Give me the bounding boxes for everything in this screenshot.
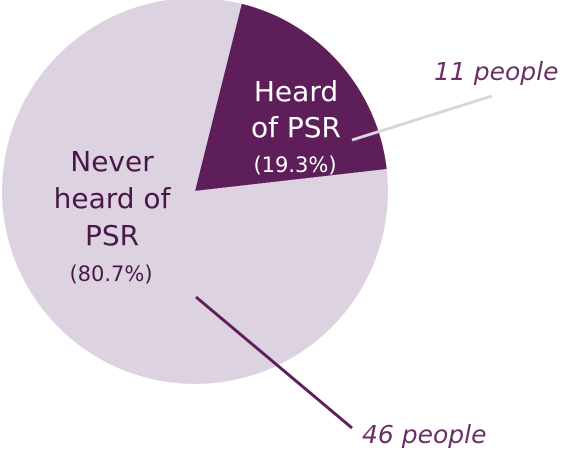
leader-line-never: [195, 295, 353, 430]
slice-label-never-line-3: PSR: [85, 219, 139, 252]
slice-label-never-percent: (80.7%): [69, 262, 152, 286]
slice-label-never-line-1: Never: [70, 145, 154, 178]
callout-never: 46 people: [362, 420, 487, 449]
slice-label-heard-line-2: of PSR: [251, 111, 341, 144]
pie-slices: [2, 0, 388, 384]
pie-slice-heard: [195, 3, 387, 192]
callout-heard: 11 people: [434, 57, 559, 86]
leader-line-heard: [351, 94, 493, 142]
pie-slice-never: [2, 0, 388, 384]
slice-label-heard-percent: (19.3%): [253, 153, 336, 177]
slice-label-heard-line-1: Heard: [254, 75, 338, 108]
slice-label-never-line-2: heard of: [54, 182, 172, 215]
